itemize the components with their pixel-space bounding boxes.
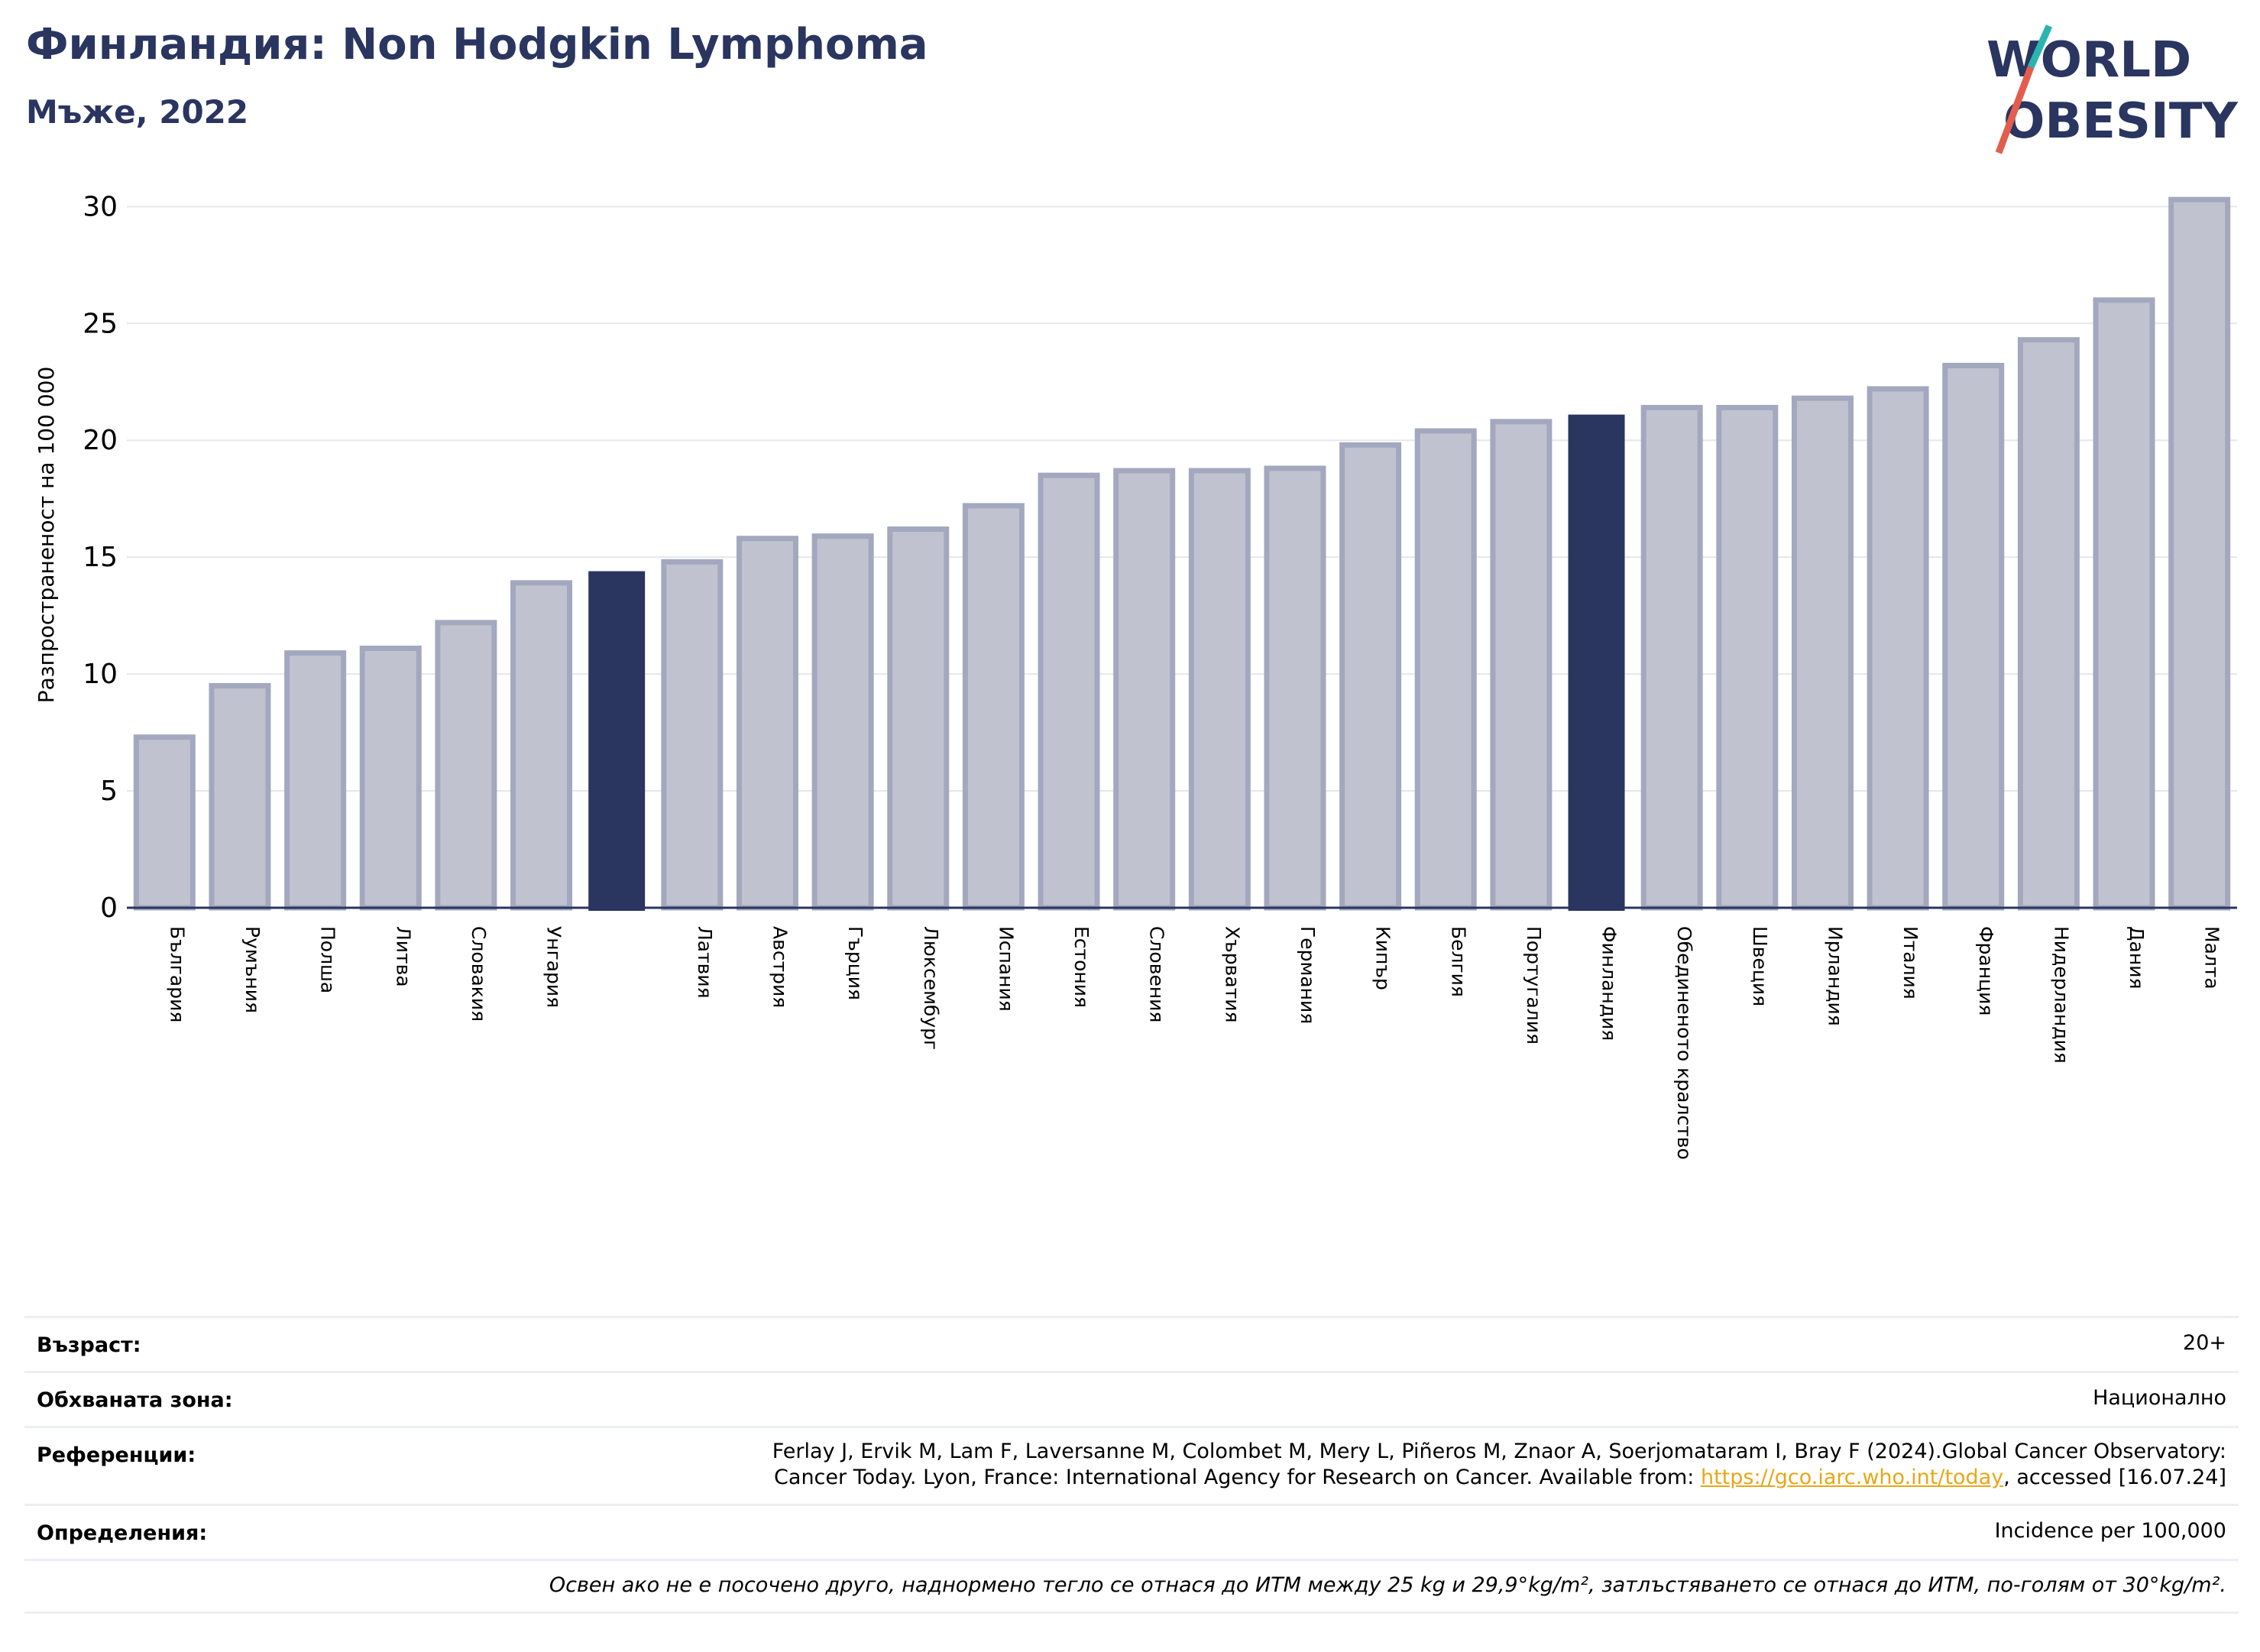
x-tick-label: Германия (1297, 926, 1319, 1024)
bar (359, 645, 422, 911)
y-tick-label: 0 (100, 892, 118, 924)
x-tick-label: Естония (1070, 926, 1093, 1008)
age-value: 20+ (2183, 1331, 2226, 1355)
bar (1038, 472, 1100, 911)
x-tick-label: Хърватия (1221, 926, 1243, 1023)
y-tick-label: 5 (100, 776, 118, 807)
bar (1568, 414, 1625, 911)
area-value: Национално (2093, 1386, 2226, 1410)
bar (435, 620, 497, 911)
x-tick-label: България (166, 926, 188, 1022)
chart-title: Финландия: Non Hodgkin Lymphoma (26, 20, 928, 70)
x-tick-label: Кипър (1372, 926, 1394, 990)
references-line2-pre: Cancer Today. Lyon, France: Internationa… (774, 1466, 1701, 1489)
bar-chart: 0 5 10 15 20 25 30 България Румъния Полша Литва Сл… (34, 191, 2237, 1160)
definitions-row: Определения: Incidence per 100,000 (24, 1504, 2239, 1559)
x-tick-label: Ирландия (1824, 926, 1846, 1026)
bar (811, 533, 874, 911)
area-label: Обхваната зона: (37, 1388, 233, 1412)
bar (736, 536, 798, 911)
bar (962, 503, 1025, 911)
x-tick-label: Обединеното кралство (1673, 926, 1695, 1160)
references-row: Референции: Ferlay J, Ervik M, Lam F, La… (24, 1426, 2239, 1504)
x-tick-label: Полша (317, 926, 339, 993)
bar (133, 734, 196, 911)
bar (209, 682, 271, 911)
x-tick-label: Люксембург (920, 926, 942, 1050)
bar (887, 526, 950, 911)
bar (1113, 468, 1176, 911)
footnote: Освен ако не е посочено друго, наднормен… (549, 1573, 2226, 1597)
references-label: Референции: (37, 1443, 196, 1467)
axes: 0 5 10 15 20 25 30 (83, 191, 2237, 924)
references-link[interactable]: https://gco.iarc.who.int/today (1700, 1466, 2004, 1489)
area-row: Обхваната зона: Национално (24, 1371, 2239, 1426)
x-tick-label: Нидерландия (2050, 926, 2072, 1064)
bar (2168, 196, 2231, 911)
logo-line1: WORLD (1986, 32, 2191, 89)
bar (1414, 428, 1477, 911)
bars (133, 196, 2231, 911)
y-tick-label: 25 (83, 308, 118, 339)
x-tick-label: Финландия (1598, 926, 1621, 1041)
world-obesity-logo: WORLD OBESITY (1986, 24, 2238, 154)
x-tick-label: Белгия (1447, 926, 1469, 997)
x-tick-label: Малта (2201, 926, 2223, 990)
x-tick-label: Франция (1975, 926, 1997, 1015)
bar (1942, 362, 2005, 911)
logo-slash-bottom-icon (1995, 66, 2035, 154)
definitions-label: Определения: (37, 1521, 208, 1545)
references-line1: Ferlay J, Ervik M, Lam F, Laversanne M, … (772, 1440, 2226, 1463)
x-tick-label: Унгария (543, 926, 565, 1008)
logo-slash-top-icon (2027, 24, 2053, 69)
x-tick-label: Испания (995, 926, 1017, 1012)
y-axis-label: Разпространеност на 100 000 (34, 367, 59, 704)
x-tick-label: Словакия (468, 926, 490, 1022)
info-table: Възраст: 20+ Обхваната зона: Национално … (24, 1316, 2239, 1614)
bar (1339, 442, 1402, 911)
bar (2017, 337, 2080, 911)
y-tick-label: 20 (83, 425, 118, 456)
x-tick-label: Австрия (769, 926, 791, 1008)
y-tick-label: 30 (83, 191, 118, 222)
definitions-value: Incidence per 100,000 (1994, 1519, 2226, 1543)
age-label: Възраст: (37, 1333, 141, 1357)
bar (2093, 297, 2155, 911)
y-tick-label: 15 (83, 542, 118, 573)
logo-line2: OBESITY (2003, 93, 2238, 150)
bar (1264, 465, 1326, 911)
category-labels: България Румъния Полша Литва Словакия Унгария… (166, 926, 2223, 1160)
x-tick-label: Португалия (1523, 926, 1545, 1045)
x-tick-label: Гърция (844, 926, 866, 1000)
bar (1640, 404, 1703, 911)
bar (1490, 419, 1553, 911)
y-tick-label: 10 (83, 659, 118, 690)
bar (284, 650, 347, 911)
x-tick-label: Латвия (694, 926, 716, 999)
bar (510, 580, 573, 911)
note-row: Освен ако не е посочено друго, наднормен… (24, 1559, 2239, 1614)
x-tick-label: Литва (392, 926, 414, 987)
age-row: Възраст: 20+ (24, 1316, 2239, 1371)
bar (1716, 404, 1779, 911)
chart-subtitle: Мъже, 2022 (26, 93, 249, 131)
x-tick-label: Дания (2126, 926, 2148, 989)
references-line2-post: , accessed [16.07.24] (2003, 1466, 2226, 1489)
bar (1791, 395, 1854, 911)
bar (661, 559, 724, 911)
x-tick-label: Италия (1899, 926, 1922, 999)
bar (1188, 468, 1251, 911)
x-tick-label: Швеция (1749, 926, 1771, 1006)
bar (1867, 386, 1929, 911)
x-tick-label: Румъния (241, 926, 264, 1013)
references-value: Ferlay J, Ervik M, Lam F, Laversanne M, … (772, 1439, 2226, 1491)
bar (588, 571, 646, 911)
x-tick-label: Словения (1146, 926, 1168, 1022)
